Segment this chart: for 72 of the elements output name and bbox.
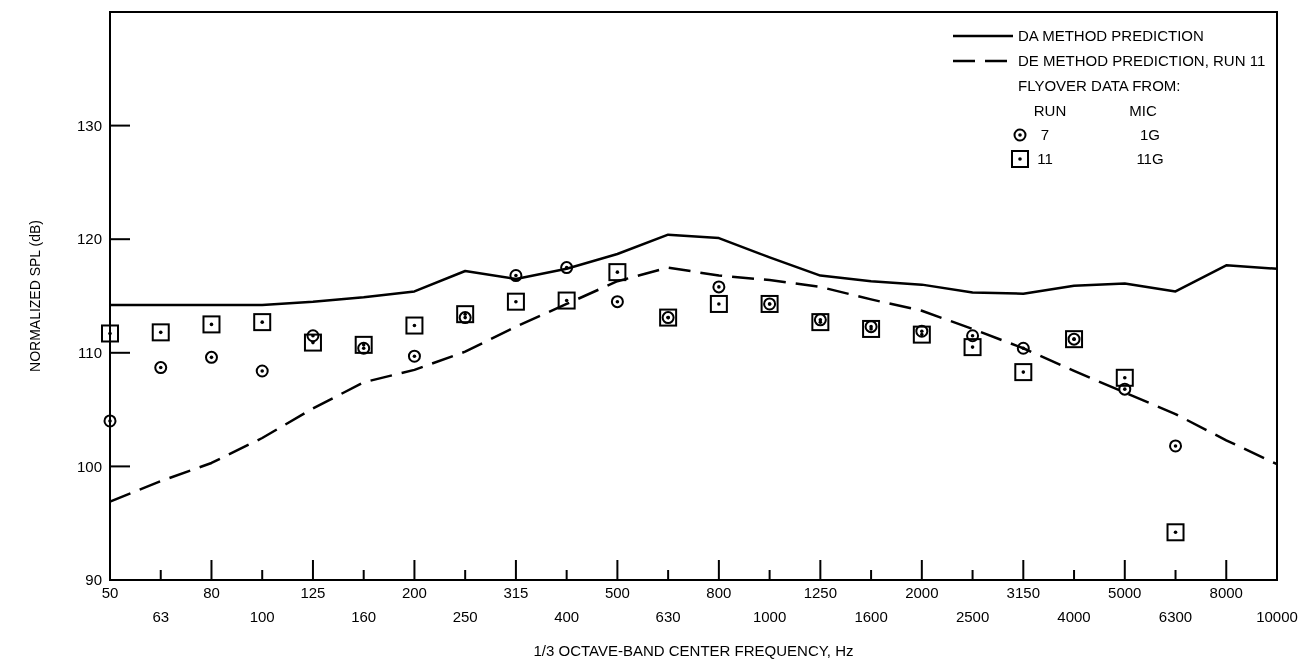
x-tick-label: 6300 — [1158, 608, 1193, 625]
legend-label: DE METHOD PREDICTION, RUN 11 — [1018, 52, 1266, 70]
point — [966, 329, 980, 343]
x-tick-label: 125 — [300, 584, 326, 601]
point — [456, 305, 475, 324]
point — [1169, 439, 1183, 453]
legend-label: 11 — [1037, 150, 1053, 168]
point — [253, 313, 272, 332]
x-axis-title: 1/3 OCTAVE-BAND CENTER FREQUENCY, Hz — [533, 642, 854, 659]
y-tick-label: 110 — [78, 344, 102, 362]
point — [506, 292, 525, 311]
x-tick-label: 160 — [351, 608, 377, 625]
point — [407, 349, 421, 363]
annotation: 1G — [1139, 126, 1161, 144]
x-tick-label: 80 — [203, 584, 220, 601]
point — [151, 323, 170, 342]
point — [303, 333, 322, 352]
point — [1118, 382, 1132, 396]
x-tick-label: 63 — [152, 608, 170, 625]
point — [610, 295, 624, 309]
point — [354, 335, 373, 354]
point — [709, 294, 728, 313]
point — [509, 269, 523, 283]
point — [1166, 523, 1185, 542]
x-tick-label: 2500 — [955, 608, 990, 625]
y-tick-label: 130 — [76, 116, 102, 134]
x-tick-label: 2000 — [905, 584, 939, 601]
x-tick-label: 1000 — [752, 608, 787, 625]
x-tick-label: 4000 — [1057, 608, 1091, 625]
y-tick-label: 100 — [76, 457, 102, 475]
y-axis-title: NORMALIZED SPL (dB) — [27, 220, 43, 372]
x-tick-label: 5000 — [1108, 584, 1142, 601]
x-tick-label: 500 — [604, 584, 630, 601]
y-tick-label: 90 — [85, 571, 102, 589]
annotation: RUN — [1033, 102, 1067, 120]
point — [204, 350, 218, 364]
point — [1115, 368, 1134, 387]
point — [1016, 341, 1030, 355]
legend-label: 7 — [1040, 126, 1050, 144]
point — [712, 280, 726, 294]
point — [1014, 363, 1033, 382]
x-tick-label: 250 — [452, 608, 478, 625]
x-tick-label: 1250 — [803, 584, 838, 601]
point — [560, 261, 574, 275]
x-tick-label: 800 — [706, 584, 732, 601]
x-tick-label: 8000 — [1209, 584, 1243, 601]
annotation: FLYOVER DATA FROM: — [1018, 77, 1181, 95]
point — [912, 325, 931, 344]
x-tick-label: 400 — [554, 608, 580, 625]
annotation: 11G — [1136, 150, 1164, 168]
point — [154, 361, 168, 375]
annotation: MIC — [1129, 102, 1157, 120]
point — [405, 316, 424, 335]
x-tick-label: 200 — [401, 584, 427, 601]
point — [862, 319, 881, 338]
point — [202, 315, 221, 334]
point — [101, 324, 119, 343]
point — [608, 263, 627, 282]
x-tick-label: 630 — [655, 608, 681, 625]
legend-label: DA METHOD PREDICTION — [1018, 27, 1204, 45]
y-tick-label: 120 — [76, 230, 102, 248]
point — [811, 313, 830, 332]
x-tick-label: 315 — [503, 584, 529, 601]
point — [103, 414, 117, 428]
point — [557, 291, 576, 310]
x-tick-label: 10000 — [1256, 608, 1298, 625]
x-tick-label: 3150 — [1006, 584, 1040, 601]
x-tick-label: 50 — [101, 584, 119, 601]
x-tick-label: 1600 — [854, 608, 888, 625]
point — [963, 338, 982, 357]
point — [255, 364, 269, 378]
x-tick-label: 100 — [249, 608, 275, 625]
